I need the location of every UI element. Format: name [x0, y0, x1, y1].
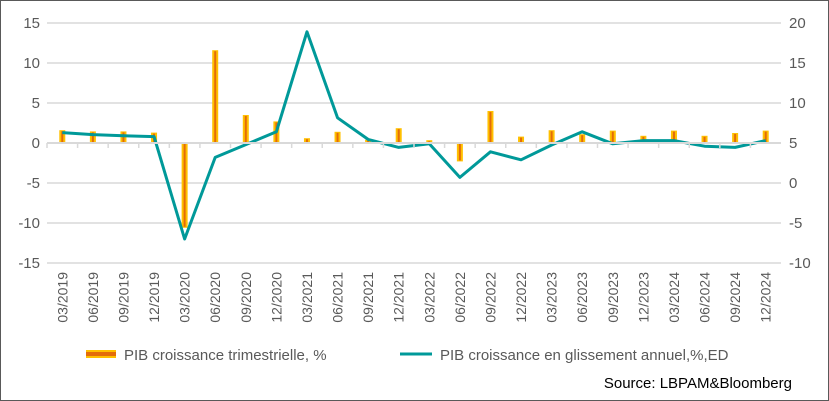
right-tick-label: 5	[789, 135, 797, 152]
x-tick-label: 09/2022	[482, 272, 498, 323]
x-tick-label: 03/2022	[421, 272, 437, 323]
legend-line-label: PIB croissance en glissement annuel,%,ED	[440, 347, 729, 364]
left-axis: -15 -10 -5 0 5 10 15	[18, 15, 40, 272]
bar-inner	[183, 144, 186, 227]
left-tick-label: -5	[27, 175, 40, 192]
left-tick-label: 15	[23, 15, 40, 32]
right-tick-label: -10	[789, 255, 811, 272]
bar-series	[59, 50, 769, 228]
left-tick-label: -15	[18, 255, 40, 272]
bar-inner	[244, 116, 247, 142]
bar-inner	[611, 131, 614, 142]
x-tick-label: 06/2022	[452, 272, 468, 323]
source-note: Source: LBPAM&Bloomberg	[604, 375, 792, 392]
right-tick-label: 0	[789, 175, 797, 192]
bar-inner	[703, 136, 706, 142]
right-axis: -10 -5 0 5 10 15 20	[789, 15, 811, 272]
bar-inner	[305, 139, 308, 142]
right-tick-label: 10	[789, 95, 806, 112]
x-tick-label: 03/2019	[54, 272, 70, 323]
bar-inner	[91, 132, 94, 142]
x-axis: 03/2019 06/2019 09/2019 12/2019 03/2020 06/20…	[46, 142, 781, 323]
bar-inner	[520, 137, 523, 142]
x-tick-label: 03/2023	[544, 272, 560, 323]
x-tick-label: 03/2021	[299, 272, 315, 323]
legend-bar-swatch-inner	[86, 352, 116, 356]
gridlines	[47, 22, 781, 264]
x-tick-label: 09/2021	[360, 272, 376, 323]
left-tick-label: 5	[32, 95, 40, 112]
x-tick-label: 09/2024	[727, 272, 743, 323]
bar-inner	[397, 129, 400, 142]
x-tick-label: 06/2019	[85, 272, 101, 323]
x-tick-label: 03/2020	[177, 272, 193, 323]
bar-inner	[550, 131, 553, 142]
x-tick-label: 09/2020	[238, 272, 254, 323]
bar-inner	[428, 141, 431, 142]
x-tick-label: 12/2021	[391, 272, 407, 323]
x-tick-label: 06/2023	[574, 272, 590, 323]
x-tick-label: 09/2019	[115, 272, 131, 323]
bar-inner	[581, 135, 584, 142]
right-tick-label: 15	[789, 55, 806, 72]
x-tick-label: 03/2024	[666, 272, 682, 323]
bar-inner	[367, 140, 370, 142]
legend-bar-label: PIB croissance trimestrielle, %	[124, 347, 327, 364]
bar-inner	[61, 131, 64, 142]
bar-inner	[764, 131, 767, 142]
right-tick-label: -5	[789, 215, 802, 232]
x-tick-label: 06/2020	[207, 272, 223, 323]
bar-inner	[458, 144, 461, 161]
left-tick-label: 0	[32, 135, 40, 152]
right-tick-label: 20	[789, 15, 806, 32]
x-tick-label: 09/2023	[605, 272, 621, 323]
x-tick-label: 06/2024	[697, 272, 713, 323]
x-tick-label: 06/2021	[330, 272, 346, 323]
left-tick-label: 10	[23, 55, 40, 72]
x-tick-label: 12/2024	[758, 272, 774, 323]
bar-inner	[489, 112, 492, 142]
x-tick-label: 12/2020	[268, 272, 284, 323]
x-tick-label: 12/2019	[146, 272, 162, 323]
x-tick-label: 12/2022	[513, 272, 529, 323]
x-tick-label: 12/2023	[635, 272, 651, 323]
left-tick-label: -10	[18, 215, 40, 232]
legend: PIB croissance trimestrielle, % PIB croi…	[86, 347, 729, 364]
bar-inner	[336, 132, 339, 142]
bar-inner	[672, 131, 675, 142]
bar-inner	[734, 134, 737, 142]
bar-inner	[214, 51, 217, 143]
